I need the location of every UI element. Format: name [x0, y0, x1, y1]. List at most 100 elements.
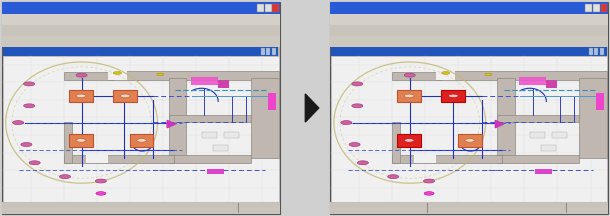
- Bar: [331, 47, 606, 56]
- Bar: [69, 134, 93, 147]
- Bar: [251, 78, 279, 158]
- Bar: [2, 2, 280, 14]
- Circle shape: [24, 82, 35, 86]
- Bar: [86, 156, 108, 163]
- Bar: [113, 90, 137, 102]
- Bar: [168, 156, 251, 163]
- Circle shape: [352, 104, 363, 108]
- Circle shape: [13, 121, 24, 125]
- Circle shape: [120, 94, 130, 98]
- Polygon shape: [305, 94, 318, 122]
- Circle shape: [341, 121, 352, 125]
- Bar: [224, 132, 239, 138]
- Bar: [330, 14, 608, 25]
- Circle shape: [157, 73, 164, 76]
- Bar: [530, 132, 545, 138]
- Circle shape: [137, 139, 146, 142]
- Bar: [268, 93, 276, 110]
- Bar: [497, 114, 580, 122]
- Circle shape: [448, 94, 458, 98]
- Bar: [330, 202, 608, 214]
- Bar: [190, 77, 218, 85]
- Bar: [331, 56, 607, 202]
- Bar: [593, 4, 600, 12]
- Bar: [541, 145, 556, 151]
- Bar: [63, 122, 72, 163]
- Bar: [392, 72, 442, 79]
- Bar: [63, 72, 113, 79]
- Bar: [330, 2, 608, 14]
- Bar: [585, 4, 592, 12]
- Circle shape: [24, 104, 35, 108]
- Bar: [218, 79, 229, 88]
- Circle shape: [465, 139, 475, 142]
- Bar: [265, 4, 271, 12]
- Bar: [2, 202, 280, 214]
- Bar: [168, 114, 251, 122]
- Circle shape: [357, 161, 368, 165]
- Bar: [130, 134, 153, 147]
- Circle shape: [76, 94, 86, 98]
- Circle shape: [404, 139, 414, 142]
- Bar: [2, 25, 280, 36]
- Bar: [213, 145, 228, 151]
- Circle shape: [404, 73, 415, 77]
- Bar: [458, 134, 481, 147]
- Circle shape: [113, 71, 121, 74]
- Bar: [168, 78, 187, 158]
- Bar: [600, 4, 608, 12]
- Bar: [108, 71, 127, 79]
- Circle shape: [423, 179, 434, 183]
- Bar: [69, 90, 93, 102]
- Bar: [207, 169, 224, 175]
- Bar: [552, 132, 567, 138]
- Bar: [436, 71, 455, 79]
- Bar: [257, 4, 264, 12]
- Bar: [202, 132, 217, 138]
- Bar: [442, 90, 465, 102]
- Bar: [497, 156, 580, 163]
- Bar: [397, 90, 421, 102]
- Bar: [260, 48, 265, 55]
- Circle shape: [388, 175, 399, 179]
- Circle shape: [349, 143, 360, 146]
- Bar: [589, 48, 593, 55]
- Bar: [392, 156, 502, 163]
- Bar: [2, 36, 280, 47]
- Bar: [272, 4, 279, 12]
- Circle shape: [404, 94, 414, 98]
- Bar: [392, 122, 400, 163]
- Circle shape: [29, 161, 40, 165]
- Bar: [2, 14, 280, 25]
- Circle shape: [96, 192, 106, 195]
- Circle shape: [21, 143, 32, 146]
- Bar: [397, 134, 421, 147]
- Bar: [330, 25, 608, 36]
- Bar: [600, 48, 604, 55]
- Bar: [547, 79, 558, 88]
- Bar: [330, 2, 608, 214]
- Bar: [518, 77, 547, 85]
- Polygon shape: [495, 120, 504, 128]
- Polygon shape: [167, 120, 176, 128]
- Bar: [3, 47, 278, 56]
- Bar: [497, 78, 515, 158]
- Bar: [594, 48, 598, 55]
- Circle shape: [60, 175, 71, 179]
- Bar: [271, 48, 276, 55]
- Circle shape: [442, 71, 450, 74]
- Bar: [108, 71, 279, 79]
- Bar: [536, 169, 552, 175]
- Circle shape: [485, 73, 492, 76]
- Bar: [330, 36, 608, 47]
- Circle shape: [76, 139, 86, 142]
- Bar: [596, 93, 605, 110]
- Bar: [266, 48, 270, 55]
- Bar: [3, 56, 279, 202]
- Circle shape: [95, 179, 106, 183]
- Bar: [2, 2, 280, 214]
- Bar: [414, 156, 436, 163]
- Bar: [580, 78, 607, 158]
- Circle shape: [352, 82, 363, 86]
- Bar: [436, 71, 607, 79]
